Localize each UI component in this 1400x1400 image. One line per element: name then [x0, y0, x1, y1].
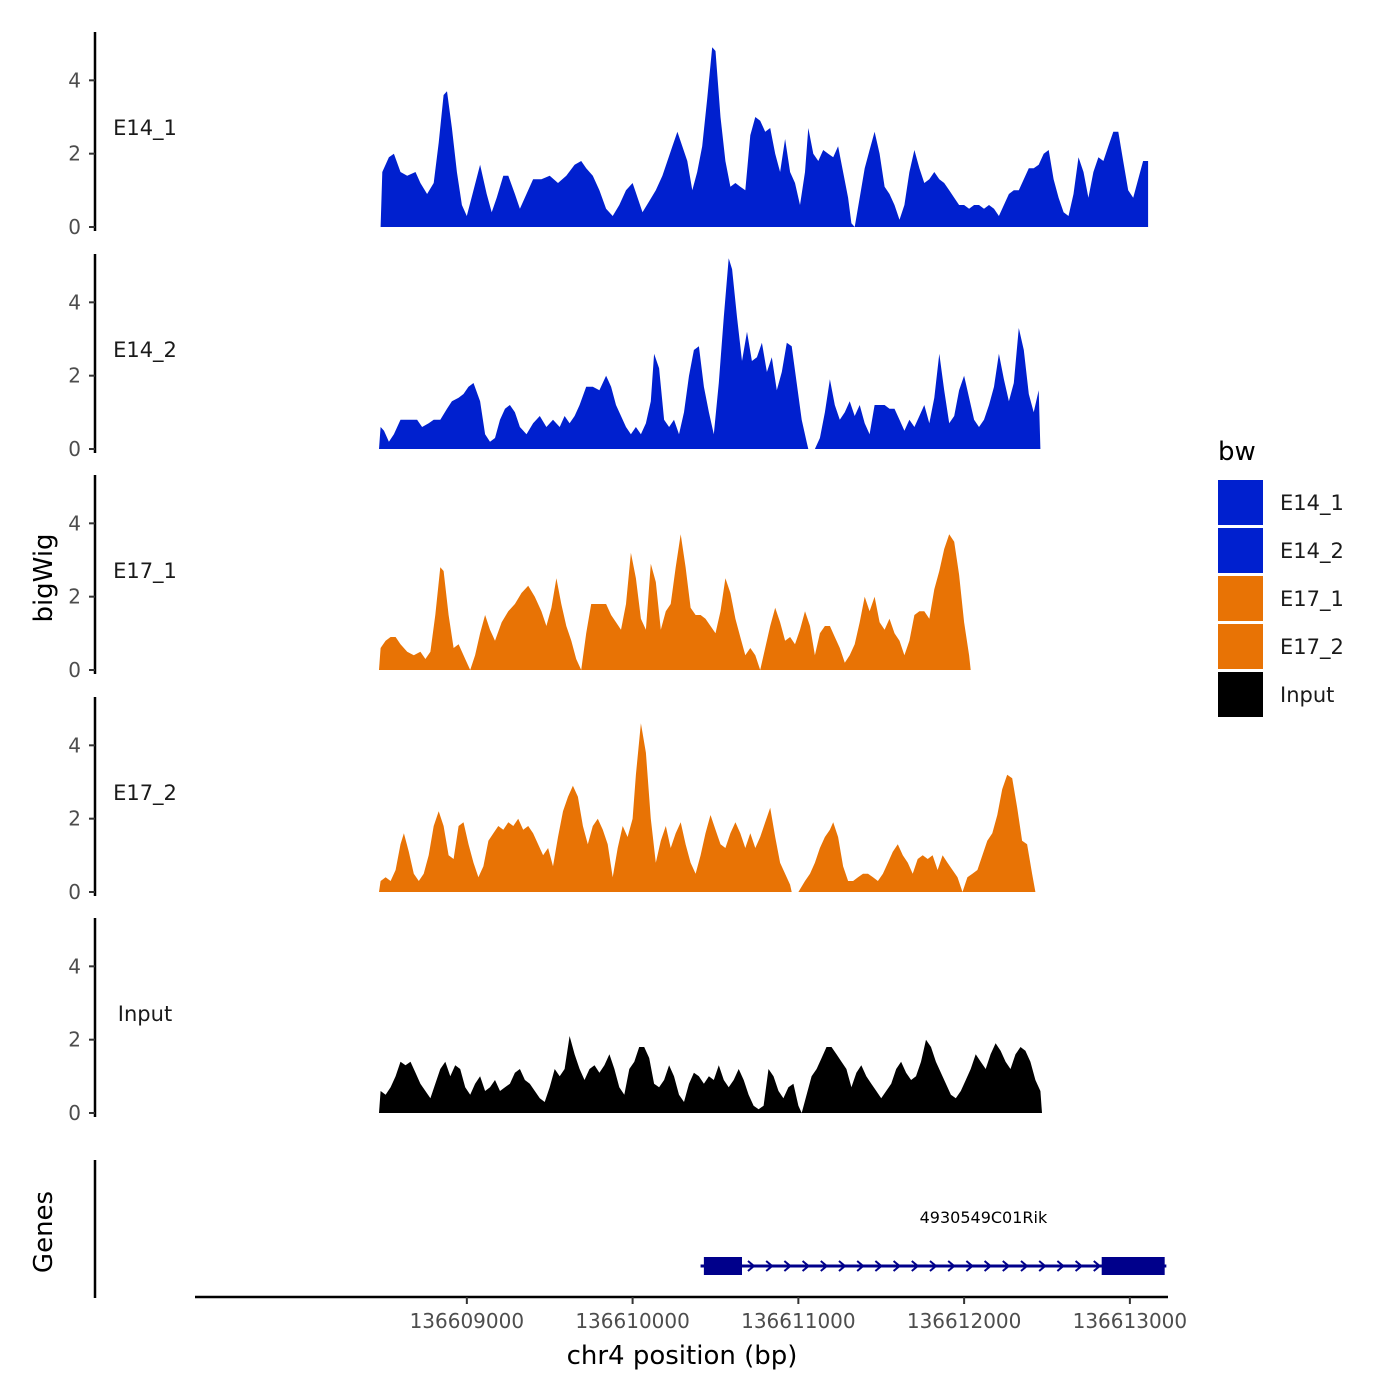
strand-arrow — [801, 1260, 811, 1272]
track-E17_2: 0 2 4 E17_2 — [68, 697, 1036, 904]
y-tick-label: 2 — [68, 807, 81, 831]
y-axis-title: bigWig — [29, 533, 59, 622]
strand-arrow — [911, 1260, 920, 1272]
track-label-Input: Input — [118, 1002, 172, 1026]
y-tick-label: 0 — [68, 880, 81, 904]
track-E14_1: 0 2 4 E14_1 — [68, 32, 1149, 239]
strand-arrow — [1056, 1260, 1065, 1272]
y-tick-label: 0 — [68, 658, 81, 682]
legend-title: bw — [1218, 437, 1256, 467]
gene-exon — [703, 1257, 743, 1275]
legend-label-Input: Input — [1280, 683, 1334, 707]
track-label-E17_1: E17_1 — [113, 559, 177, 584]
y-tick-label: 2 — [68, 585, 81, 609]
strand-arrow — [1093, 1260, 1102, 1272]
track-label-E14_2: E14_2 — [113, 338, 177, 363]
y-tick-label: 0 — [68, 437, 81, 461]
gene-exon — [1101, 1257, 1165, 1275]
coverage-area-Input — [379, 1036, 1042, 1113]
strand-arrow — [838, 1260, 847, 1272]
coverage-area-E17_1 — [379, 534, 971, 670]
x-tick-label: 136613000 — [1073, 1309, 1188, 1333]
legend-swatch-E14_2 — [1218, 528, 1263, 573]
y-tick-label: 0 — [68, 215, 81, 239]
legend: bw E14_1 E14_2 E17_1 E17_2 Input — [1218, 437, 1344, 717]
y-tick-label: 4 — [68, 68, 81, 92]
genes-track: 4930549C01Rik — [93, 1160, 1167, 1298]
x-tick-label: 136610000 — [575, 1309, 690, 1333]
strand-arrow — [1020, 1260, 1029, 1272]
y-tick-label: 4 — [68, 290, 81, 314]
strand-arrow — [820, 1260, 829, 1272]
legend-label-E14_2: E14_2 — [1280, 539, 1344, 564]
legend-swatch-E14_1 — [1218, 480, 1263, 525]
strand-arrow — [747, 1260, 756, 1272]
tracks-layer: 0 2 4 E14_1 0 2 4 E14_2 0 2 4 E17_1 0 2 4 E17_2 0 2 4 Input — [68, 32, 1149, 1125]
y-tick-label: 4 — [68, 511, 81, 535]
y-tick-label: 4 — [68, 954, 81, 978]
track-E17_1: 0 2 4 E17_1 — [68, 475, 971, 682]
legend-swatch-E17_1 — [1218, 576, 1263, 621]
strand-arrow — [965, 1260, 974, 1272]
strand-arrow — [1002, 1260, 1011, 1272]
track-label-E14_1: E14_1 — [113, 116, 177, 141]
x-tick-label: 136612000 — [907, 1309, 1022, 1333]
y-tick-label: 0 — [68, 1101, 81, 1125]
x-tick-label: 136609000 — [410, 1309, 525, 1333]
strand-arrow — [929, 1260, 938, 1272]
strand-arrow — [765, 1260, 774, 1272]
strand-arrow — [1074, 1260, 1084, 1272]
legend-swatch-E17_2 — [1218, 624, 1263, 669]
coverage-area-E14_2 — [379, 258, 1041, 449]
track-label-E17_2: E17_2 — [113, 781, 177, 806]
y-tick-label: 2 — [68, 142, 81, 166]
coverage-area-E17_2 — [379, 723, 1036, 892]
strand-arrow — [1038, 1260, 1047, 1272]
gene-name-label: 4930549C01Rik — [920, 1208, 1048, 1227]
strand-arrow — [947, 1260, 956, 1272]
strand-arrow — [874, 1260, 883, 1272]
strand-arrow — [983, 1260, 993, 1272]
strand-arrow — [892, 1260, 902, 1272]
strand-arrow — [783, 1260, 792, 1272]
x-tick-label: 136611000 — [741, 1309, 856, 1333]
y-tick-label: 2 — [68, 364, 81, 388]
track-E14_2: 0 2 4 E14_2 — [68, 254, 1041, 461]
legend-swatch-Input — [1218, 672, 1263, 717]
legend-label-E14_1: E14_1 — [1280, 491, 1344, 516]
strand-arrow — [856, 1260, 865, 1272]
y-tick-label: 4 — [68, 733, 81, 757]
coverage-area-E14_1 — [380, 47, 1149, 227]
genes-track-title: Genes — [29, 1191, 59, 1273]
x-axis: 136609000 136610000 136611000 136612000 1366… — [195, 1295, 1188, 1333]
track-Input: 0 2 4 Input — [68, 918, 1042, 1125]
x-axis-title: chr4 position (bp) — [567, 1341, 798, 1371]
y-tick-label: 2 — [68, 1028, 81, 1052]
legend-label-E17_1: E17_1 — [1280, 587, 1344, 612]
legend-label-E17_2: E17_2 — [1280, 635, 1344, 660]
